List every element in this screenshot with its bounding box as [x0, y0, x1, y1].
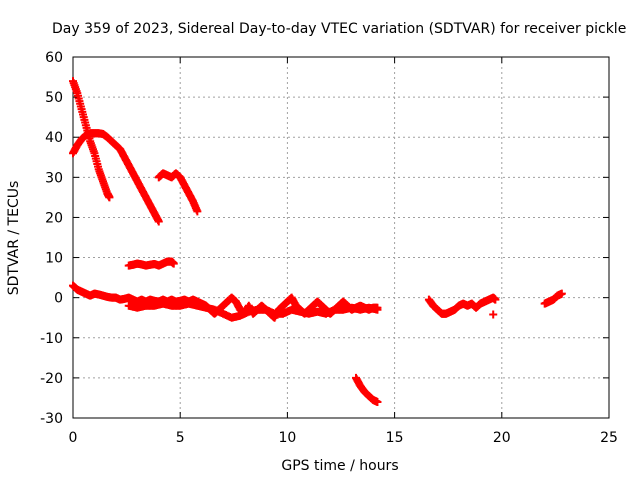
data-point — [105, 193, 114, 202]
data-point — [489, 310, 498, 319]
y-tick-label: 30 — [45, 170, 63, 186]
x-tick-label: 25 — [600, 430, 618, 446]
y-tick-label: -10 — [40, 331, 63, 347]
data-point — [373, 397, 382, 406]
series-mid-arc — [154, 169, 202, 216]
y-tick-label: 40 — [45, 130, 63, 146]
x-tick-label: 20 — [493, 430, 511, 446]
x-tick-label: 0 — [69, 430, 78, 446]
data-point — [154, 217, 163, 226]
series-low-band — [124, 257, 178, 270]
data-point — [491, 295, 500, 304]
data-point — [169, 259, 178, 268]
y-tick-label: 60 — [45, 50, 63, 66]
plot-frame — [72, 56, 610, 419]
data-point — [373, 305, 382, 314]
series-dip-after-13 — [352, 373, 382, 406]
y-tick-label: -20 — [40, 371, 63, 387]
x-tick-label: 15 — [386, 430, 404, 446]
series-cluster-17-19 — [424, 293, 500, 318]
data-point — [193, 207, 202, 216]
x-axis-label: GPS time / hours — [281, 458, 398, 474]
y-tick-label: 50 — [45, 90, 63, 106]
series-steep-decline-1 — [69, 77, 114, 202]
points-layer — [69, 77, 566, 406]
y-axis-label: SDTVAR / TECUs — [6, 181, 22, 296]
series-lower-band — [124, 299, 382, 322]
grid-layer — [73, 57, 609, 418]
y-tick-label: 0 — [54, 291, 63, 307]
y-tick-label: 10 — [45, 251, 63, 267]
ticks-layer: 0 5 10 15 20 25 -30 -20 -10 0 10 20 30 40 50 60 — [40, 50, 618, 446]
y-tick-label: -30 — [40, 411, 63, 427]
x-tick-label: 5 — [176, 430, 185, 446]
data-point — [557, 289, 566, 298]
series-arc — [69, 129, 163, 226]
series-cluster-22 — [540, 289, 566, 308]
chart-title: Day 359 of 2023, Sidereal Day-to-day VTE… — [52, 21, 626, 37]
y-tick-label: 20 — [45, 210, 63, 226]
x-tick-label: 10 — [278, 430, 296, 446]
series-isolated-point — [489, 310, 498, 319]
